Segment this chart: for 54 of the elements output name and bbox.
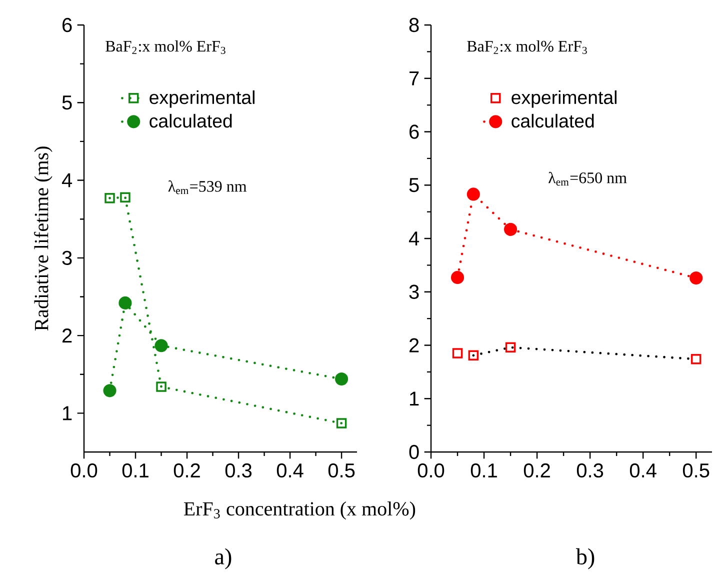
y-tick-label: 1 bbox=[63, 406, 72, 420]
point bbox=[336, 418, 347, 428]
x-tick-label: 0.2 bbox=[524, 463, 550, 478]
x-tick-label: 0.2 bbox=[174, 463, 200, 478]
point bbox=[690, 354, 702, 364]
y-tick-label: 4 bbox=[62, 173, 72, 188]
point bbox=[468, 350, 479, 361]
point bbox=[505, 342, 516, 353]
y-tick-label: 5 bbox=[409, 178, 419, 192]
point bbox=[156, 382, 166, 392]
text: a) bbox=[215, 548, 232, 570]
point bbox=[104, 193, 115, 204]
y-tick-label: 2 bbox=[62, 328, 72, 343]
point bbox=[335, 372, 348, 386]
point bbox=[450, 270, 464, 284]
y-axis-title: Radiative lifetime (ms) bbox=[34, 146, 52, 331]
x-tick-label: 0.0 bbox=[70, 463, 98, 478]
text: b) bbox=[576, 548, 594, 570]
legend-label: experimental bbox=[150, 90, 254, 108]
annotation: λ$_{em}$=539 nm bbox=[168, 180, 247, 194]
y-tick-label: 1 bbox=[410, 392, 419, 406]
point bbox=[118, 296, 132, 310]
legend-label: calculated bbox=[512, 114, 594, 128]
x-tick-label: 0.4 bbox=[276, 463, 304, 478]
x-tick-label: 0.5 bbox=[682, 463, 710, 478]
point bbox=[120, 192, 130, 202]
y-tick-label: 6 bbox=[62, 18, 72, 32]
y-tick-label: 7 bbox=[410, 72, 419, 86]
point bbox=[452, 348, 463, 358]
x-axis-title: ErF$_{3}$ concentration (x mol%) bbox=[184, 502, 416, 520]
x-tick-label: 0.1 bbox=[122, 463, 148, 478]
y-tick-label: 6 bbox=[410, 124, 419, 139]
y-tick-label: 8 bbox=[409, 18, 419, 32]
y-tick-label: 4 bbox=[408, 232, 420, 246]
x-tick-label: 0.0 bbox=[418, 463, 444, 478]
y-tick-label: 3 bbox=[62, 250, 72, 265]
annotation: BaF$_{2}$:x mol% ErF$_{3}$ bbox=[106, 40, 226, 54]
x-tick-label: 0.4 bbox=[630, 463, 656, 478]
x-tick-label: 0.3 bbox=[225, 463, 252, 478]
point bbox=[103, 384, 116, 398]
legend-label: experimental bbox=[512, 90, 616, 108]
y-tick-label: 5 bbox=[62, 96, 72, 110]
annotation: λ$_{em}$=650 nm bbox=[548, 172, 627, 186]
x-tick-label: 0.5 bbox=[328, 463, 355, 478]
y-tick-label: 2 bbox=[410, 338, 419, 352]
point bbox=[504, 222, 518, 236]
legend-label: calculated bbox=[150, 114, 232, 128]
point bbox=[466, 188, 480, 201]
y-tick-label: 0 bbox=[409, 444, 419, 460]
y-tick-label: 3 bbox=[409, 284, 419, 299]
x-tick-label: 0.1 bbox=[470, 463, 497, 478]
point bbox=[154, 339, 168, 352]
x-tick-label: 0.3 bbox=[576, 463, 604, 478]
annotation: BaF$_{2}$:x mol% ErF$_{3}$ bbox=[467, 40, 587, 54]
